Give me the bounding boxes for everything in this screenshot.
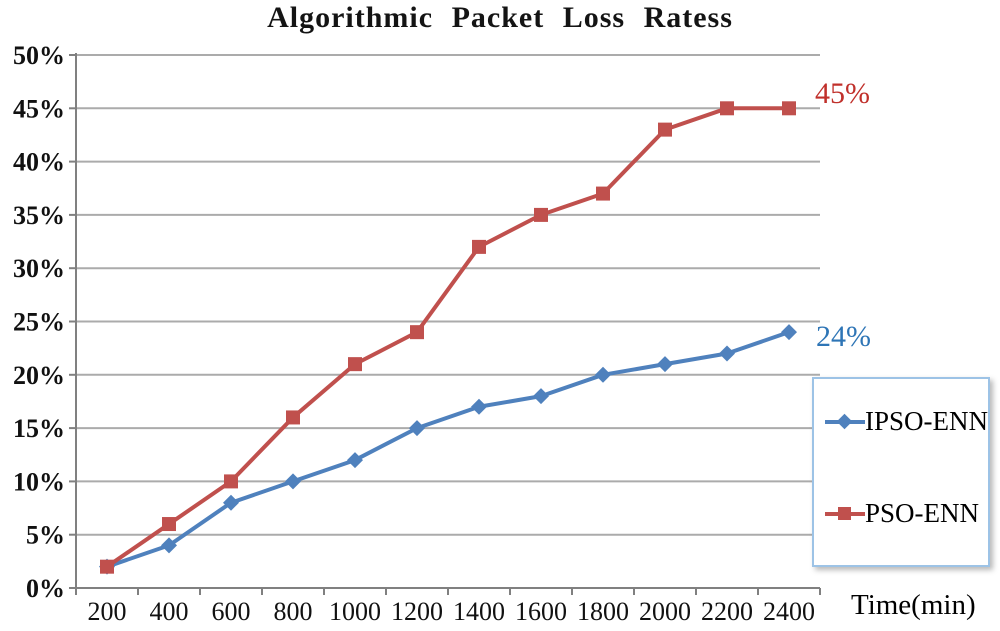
data-point-IPSO-ENN bbox=[595, 366, 611, 383]
legend-label-pso-enn: PSO-ENN bbox=[865, 498, 980, 528]
x-tick-label: 1200 bbox=[391, 597, 443, 626]
x-tick-label: 1000 bbox=[329, 597, 381, 626]
series-line-IPSO-ENN bbox=[105, 330, 791, 569]
data-point-PSO-ENN bbox=[224, 474, 238, 489]
y-tick-label: 35% bbox=[13, 201, 65, 230]
y-tick-label: 10% bbox=[13, 467, 65, 496]
ipso-enn-line-marker-icon bbox=[825, 413, 865, 431]
x-tick-label: 1800 bbox=[577, 597, 629, 626]
data-point-PSO-ENN bbox=[596, 186, 610, 201]
chart-title: Algorithmic Packet Loss Ratess bbox=[267, 1, 733, 34]
data-point-PSO-ENN bbox=[100, 559, 114, 574]
data-point-IPSO-ENN bbox=[347, 452, 363, 469]
legend-box: IPSO-ENN PSO-ENN bbox=[812, 377, 990, 567]
data-point-IPSO-ENN bbox=[533, 388, 549, 405]
data-point-IPSO-ENN bbox=[657, 356, 673, 373]
data-point-PSO-ENN bbox=[534, 207, 548, 222]
y-tick-label: 5% bbox=[26, 521, 65, 550]
data-point-IPSO-ENN bbox=[161, 537, 177, 554]
legend-label-ipso-enn: IPSO-ENN bbox=[865, 406, 989, 436]
x-tick-label: 200 bbox=[88, 597, 127, 626]
y-tick-label: 15% bbox=[13, 414, 65, 443]
x-tick-label: 2000 bbox=[639, 597, 691, 626]
data-point-PSO-ENN bbox=[472, 239, 486, 254]
data-point-IPSO-ENN bbox=[781, 324, 797, 341]
series-line-PSO-ENN bbox=[105, 106, 791, 569]
data-point-IPSO-ENN bbox=[719, 345, 735, 362]
data-point-IPSO-ENN bbox=[471, 398, 487, 415]
data-point-PSO-ENN bbox=[410, 325, 424, 340]
data-point-PSO-ENN bbox=[720, 101, 734, 116]
y-tick-label: 40% bbox=[13, 148, 65, 177]
y-tick-label: 25% bbox=[13, 308, 65, 337]
x-tick-label: 1600 bbox=[515, 597, 567, 626]
y-tick-label: 45% bbox=[13, 94, 65, 123]
x-tick-label: 600 bbox=[212, 597, 251, 626]
x-tick-label: 1400 bbox=[453, 597, 505, 626]
data-point-PSO-ENN bbox=[162, 517, 176, 532]
pso-enn-line-marker-icon bbox=[825, 505, 865, 523]
y-tick-label: 50% bbox=[13, 41, 65, 70]
y-tick-label: 30% bbox=[13, 254, 65, 283]
x-tick-label: 2400 bbox=[763, 597, 815, 626]
x-tick-label: 2200 bbox=[701, 597, 753, 626]
annotation-pso-end-value: 45% bbox=[815, 77, 870, 111]
data-point-IPSO-ENN bbox=[409, 420, 425, 437]
x-axis-title: Time(min) bbox=[851, 589, 976, 621]
y-tick-label: 0% bbox=[26, 574, 65, 603]
data-point-IPSO-ENN bbox=[285, 473, 301, 490]
y-tick-label: 20% bbox=[13, 361, 65, 390]
legend-entry-ipso-enn: IPSO-ENN bbox=[825, 406, 989, 437]
annotation-ipso-end-value: 24% bbox=[816, 320, 871, 354]
x-tick-label: 800 bbox=[274, 597, 313, 626]
legend-entry-pso-enn: PSO-ENN bbox=[825, 498, 980, 529]
data-point-PSO-ENN bbox=[286, 410, 300, 425]
x-tick-label: 400 bbox=[150, 597, 189, 626]
data-point-PSO-ENN bbox=[348, 357, 362, 372]
data-point-PSO-ENN bbox=[658, 122, 672, 137]
data-point-PSO-ENN bbox=[782, 101, 796, 116]
data-point-IPSO-ENN bbox=[223, 494, 239, 511]
